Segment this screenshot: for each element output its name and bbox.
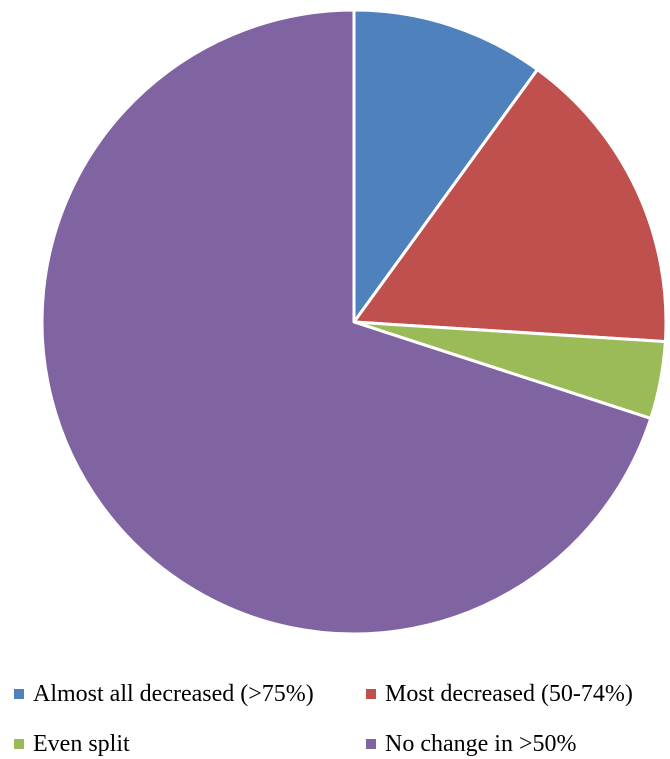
- legend-label-most-decreased: Most decreased (50-74%): [385, 682, 633, 706]
- legend-item-even-split: Even split: [14, 732, 130, 756]
- legend-swatch-no-change: [366, 739, 376, 749]
- legend-label-no-change: No change in >50%: [385, 732, 576, 756]
- legend-label-almost-all-decreased: Almost all decreased (>75%): [33, 682, 314, 706]
- legend-item-most-decreased: Most decreased (50-74%): [366, 682, 633, 706]
- chart-legend: Almost all decreased (>75%) Most decreas…: [0, 668, 670, 759]
- legend-swatch-almost-all-decreased: [14, 689, 24, 699]
- pie-chart-svg: [0, 0, 670, 650]
- legend-swatch-even-split: [14, 739, 24, 749]
- legend-label-even-split: Even split: [33, 732, 130, 756]
- legend-item-almost-all-decreased: Almost all decreased (>75%): [14, 682, 314, 706]
- legend-swatch-most-decreased: [366, 689, 376, 699]
- legend-item-no-change: No change in >50%: [366, 732, 576, 756]
- pie-chart: [0, 0, 670, 650]
